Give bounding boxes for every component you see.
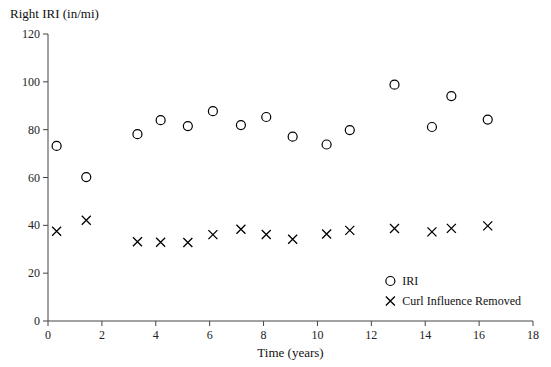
point: [236, 225, 245, 234]
y-tick-label: 120: [22, 27, 40, 41]
y-tick: [43, 225, 48, 226]
y-tick: [43, 129, 48, 130]
x-tick-label: 16: [473, 328, 485, 342]
x-tick: [479, 321, 480, 326]
x-tick-label: 6: [207, 328, 213, 342]
point: [133, 237, 142, 246]
x-tick: [48, 321, 49, 326]
x-tick: [155, 321, 156, 326]
x-tick-label: 0: [45, 328, 51, 342]
series: [52, 80, 492, 181]
point: [288, 235, 297, 244]
x-axis-line: [48, 321, 533, 322]
point: [345, 126, 354, 135]
x-tick: [317, 321, 318, 326]
x-tick: [101, 321, 102, 326]
x-tick-label: 4: [153, 328, 159, 342]
x-tick: [425, 321, 426, 326]
point: [208, 230, 217, 239]
y-tick: [43, 273, 48, 274]
point: [322, 230, 331, 239]
x-tick-label: 18: [527, 328, 539, 342]
point: [262, 113, 271, 122]
y-tick: [43, 321, 48, 322]
y-axis-label: Right IRI (in/mi): [10, 6, 99, 21]
x-tick-label: 10: [311, 328, 323, 342]
x-axis-label: Time (years): [257, 345, 323, 360]
point: [390, 224, 399, 233]
y-tick-label: 80: [28, 123, 40, 137]
legend-marker: [386, 297, 395, 306]
series: [52, 216, 492, 247]
point: [183, 122, 192, 131]
y-tick-label: 100: [22, 75, 40, 89]
chart: 0 2 4 6 8 10 12 14 16 18 0 20 40 60 80 100 120 Time (year…: [0, 0, 551, 367]
legend-label: Curl Influence Removed: [402, 294, 521, 308]
point: [427, 227, 436, 236]
point: [447, 224, 456, 233]
x-tick-label: 14: [419, 328, 431, 342]
point: [322, 140, 331, 149]
y-tick-label: 60: [28, 171, 40, 185]
point: [427, 123, 436, 132]
plot-area: [52, 80, 492, 247]
point: [483, 221, 492, 230]
point: [52, 141, 61, 150]
y-tick: [43, 81, 48, 82]
point: [390, 80, 399, 89]
point: [236, 121, 245, 130]
x-tick: [533, 321, 534, 326]
point: [133, 130, 142, 139]
legend: IRI Curl Influence Removed: [386, 274, 521, 308]
x-tick-label: 8: [261, 328, 267, 342]
point: [82, 173, 91, 182]
point: [52, 227, 61, 236]
x-tick: [209, 321, 210, 326]
point: [483, 115, 492, 124]
x-tick: [263, 321, 264, 326]
point: [345, 226, 354, 235]
point: [156, 238, 165, 247]
legend-label: IRI: [402, 274, 418, 288]
x-tick-label: 12: [365, 328, 377, 342]
legend-marker: [386, 277, 395, 286]
y-tick: [43, 177, 48, 178]
x-tick: [371, 321, 372, 326]
y-tick-label: 20: [28, 266, 40, 280]
point: [183, 238, 192, 247]
y-tick-label: 40: [28, 218, 40, 232]
point: [288, 132, 297, 141]
y-tick: [43, 34, 48, 35]
point: [262, 230, 271, 239]
y-tick-label: 0: [34, 314, 40, 328]
point: [82, 216, 91, 225]
point: [156, 116, 165, 125]
x-tick-label: 2: [99, 328, 105, 342]
point: [447, 92, 456, 101]
point: [208, 107, 217, 116]
